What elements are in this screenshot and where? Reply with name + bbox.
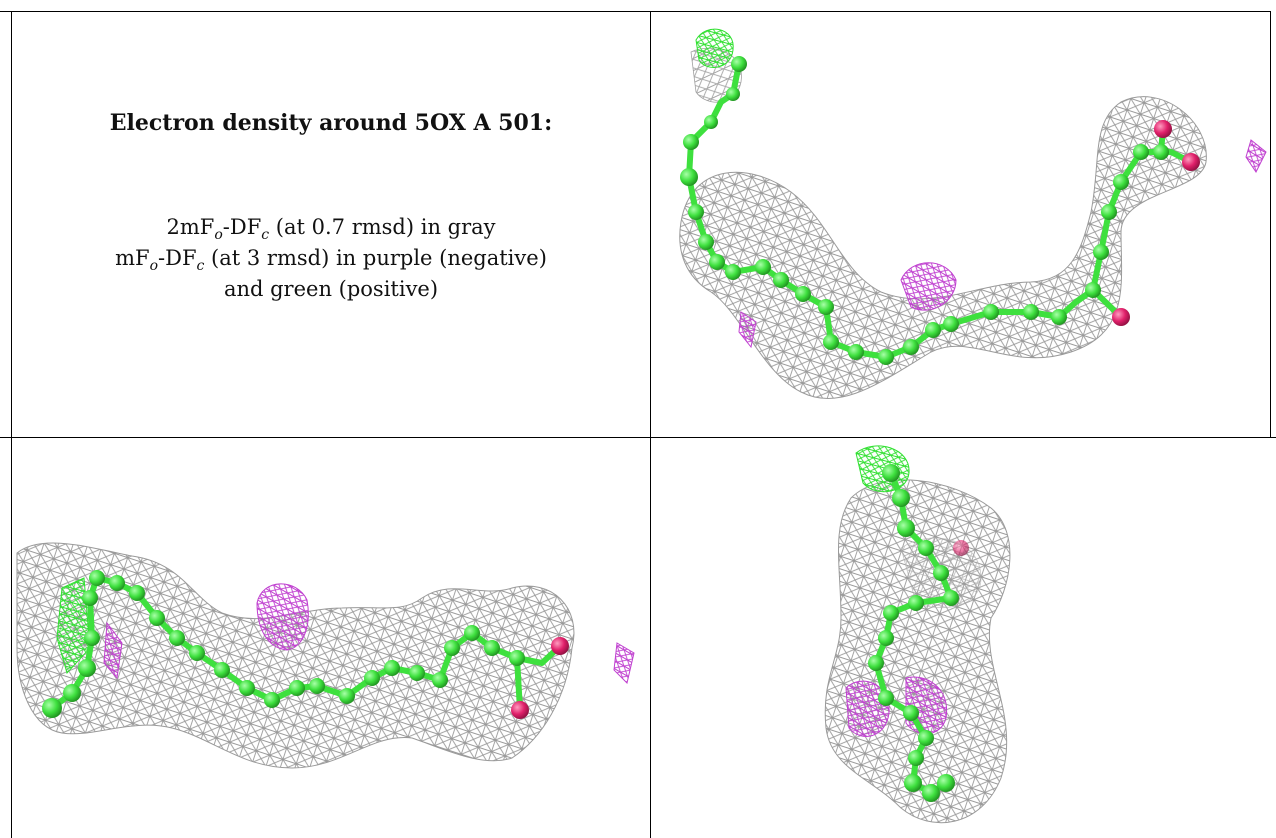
legend-line-2fofc: 2mFo-DFc (at 0.7 rmsd) in gray — [166, 215, 496, 244]
border-middle — [0, 437, 1276, 438]
density-mesh-negative — [845, 680, 890, 737]
figure-title: Electron density around 5OX A 501: — [109, 110, 553, 136]
carbon-atoms — [680, 56, 1169, 365]
oxygen-atoms — [953, 540, 969, 556]
molecule-render-bottom-right — [824, 445, 1011, 824]
oxygen-atoms — [1112, 120, 1200, 326]
density-mesh-2fofc — [824, 479, 1011, 824]
density-mesh-2fofc — [16, 542, 575, 769]
oxygen-atoms — [511, 637, 569, 719]
legend-line-fofc: mFo-DFc (at 3 rmsd) in purple (negative) — [115, 246, 547, 275]
density-view-top-right — [651, 12, 1270, 437]
border-left — [11, 11, 12, 838]
density-mesh-negative — [256, 583, 309, 651]
carbon-atoms — [868, 464, 959, 802]
legend-line-positive: and green (positive) — [223, 277, 439, 301]
density-mesh-negative — [900, 262, 957, 311]
carbon-atoms — [42, 570, 525, 718]
border-top — [0, 11, 1270, 12]
density-mesh-2fofc — [679, 96, 1207, 399]
density-view-bottom-left — [12, 438, 650, 838]
border-center — [650, 11, 651, 838]
molecule-render-bottom-left — [16, 542, 635, 769]
legend-text: 2mFo-DFc (at 0.7 rmsd) in gray mFo-DFc (… — [12, 212, 650, 305]
border-right — [1270, 11, 1271, 438]
caption-block: Electron density around 5OX A 501: 2mFo-… — [12, 12, 650, 437]
density-mesh-positive — [695, 28, 734, 68]
caption-cell: Electron density around 5OX A 501: 2mFo-… — [12, 12, 650, 437]
density-view-bottom-right — [651, 438, 1270, 838]
density-mesh-positive — [56, 577, 91, 674]
molecule-render-top-right — [679, 28, 1267, 399]
density-mesh-positive — [855, 445, 910, 493]
